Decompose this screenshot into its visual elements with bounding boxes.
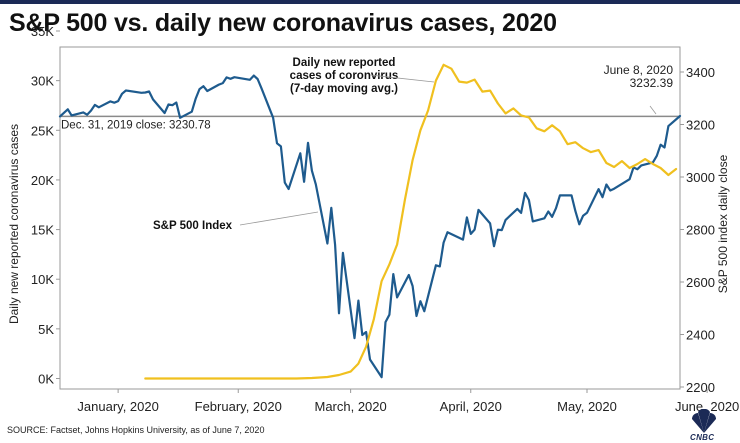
last-close-annotation-leader — [649, 105, 657, 115]
x-tick-label: June, 2020 — [675, 399, 739, 414]
last-close-annotation-line: 3232.39 — [630, 76, 674, 90]
plot-frame — [59, 46, 681, 390]
sp500-annotation-leader — [239, 211, 319, 226]
left-y-tick-label: 15K — [31, 223, 54, 238]
left-y-axis-label: Daily new reported coronavirus cases — [7, 124, 21, 324]
left-y-tick-label: 20K — [31, 173, 54, 188]
cases-series-line — [144, 63, 678, 380]
right-y-tick-label: 3000 — [686, 170, 715, 185]
x-tick-label: March, 2020 — [314, 399, 386, 414]
last-close-annotation-line: June 8, 2020 — [604, 63, 674, 77]
x-tick-label: February, 2020 — [195, 399, 282, 414]
left-y-tick-label: 10K — [31, 272, 54, 287]
right-y-tick-label: 2600 — [686, 275, 715, 290]
left-y-tick-label: 0K — [38, 372, 54, 387]
sp500-annotation: S&P 500 Index — [153, 220, 233, 232]
peacock-icon — [692, 409, 716, 433]
right-y-tick-label: 2200 — [686, 380, 715, 395]
right-y-axis-label: S&P 500 index daily close — [716, 154, 730, 293]
left-y-tick-label: 30K — [31, 74, 54, 89]
right-y-tick-label: 2400 — [686, 328, 715, 343]
cnbc-logo: CNBC — [684, 409, 724, 443]
sp500-series-line — [58, 74, 682, 379]
source-note: SOURCE: Factset, Johns Hopkins Universit… — [7, 425, 265, 435]
reference-line-label: Dec. 31, 2019 close: 3230.78 — [61, 119, 211, 131]
cases-annotation-leader — [369, 74, 435, 83]
right-y-tick-label: 2800 — [686, 223, 715, 238]
right-y-tick-label: 3400 — [686, 65, 715, 80]
cases-annotation-line: cases of coronvirus — [290, 70, 399, 82]
left-y-tick-label: 35K — [31, 24, 54, 39]
left-y-tick-label: 5K — [38, 322, 54, 337]
x-tick-label: April, 2020 — [440, 399, 502, 414]
cases-annotation-line: Daily new reported — [293, 57, 396, 69]
right-y-tick-label: 3200 — [686, 118, 715, 133]
x-tick-label: January, 2020 — [77, 399, 158, 414]
logo-text: CNBC — [690, 433, 715, 442]
chart-title: S&P 500 vs. daily new coronavirus cases,… — [9, 9, 557, 37]
x-tick-label: May, 2020 — [557, 399, 617, 414]
left-y-tick-label: 25K — [31, 123, 54, 138]
cases-annotation-line: (7-day moving avg.) — [290, 83, 398, 95]
top-accent-bar — [0, 0, 740, 4]
